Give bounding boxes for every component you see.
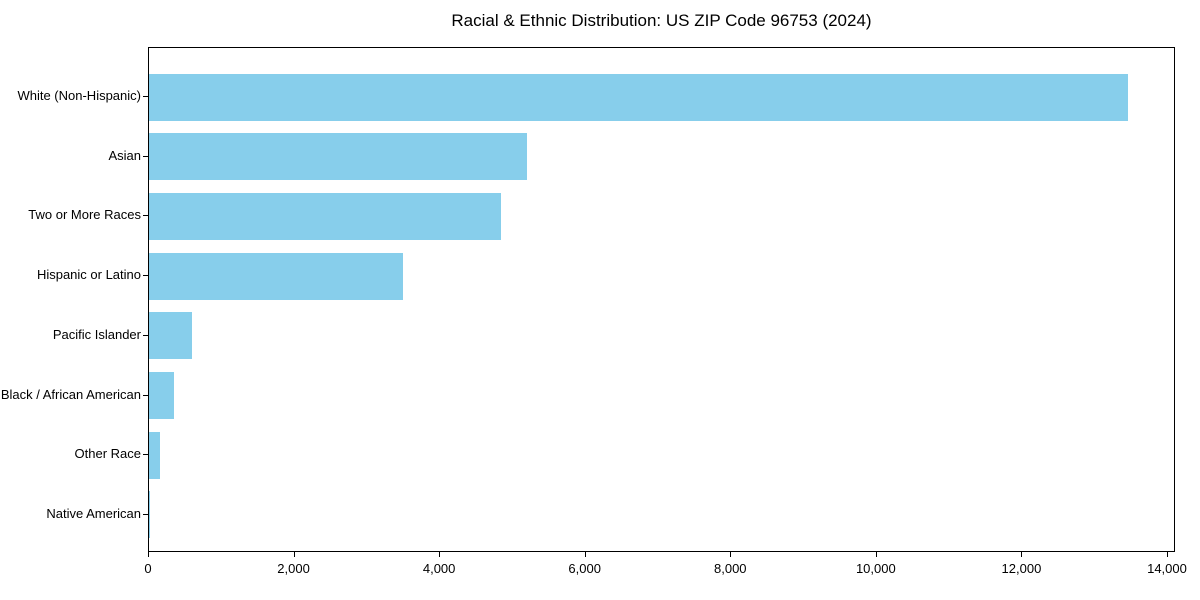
y-axis-tick bbox=[143, 454, 148, 456]
x-tick-label: 12,000 bbox=[1001, 561, 1042, 576]
x-tick-label: 14,000 bbox=[1147, 561, 1187, 576]
y-axis-tick bbox=[143, 334, 148, 336]
y-tick-label: Asian bbox=[108, 147, 141, 163]
y-axis-tick bbox=[143, 513, 148, 515]
chart-title: Racial & Ethnic Distribution: US ZIP Cod… bbox=[451, 11, 872, 30]
x-axis-tick bbox=[148, 552, 149, 557]
x-axis-tick bbox=[875, 552, 877, 557]
x-tick-label: 2,000 bbox=[277, 561, 310, 576]
bar bbox=[149, 312, 192, 360]
plot-area bbox=[148, 47, 1175, 552]
y-tick-label: Hispanic or Latino bbox=[36, 267, 141, 283]
x-axis-tick bbox=[1021, 552, 1023, 557]
y-tick-label: White (Non-Hispanic) bbox=[17, 88, 141, 103]
y-axis-tick bbox=[143, 155, 148, 157]
bar bbox=[149, 431, 160, 479]
y-axis-tick bbox=[143, 96, 148, 97]
x-tick-label: 6,000 bbox=[568, 561, 601, 576]
bar bbox=[149, 192, 502, 240]
y-axis-tick bbox=[143, 275, 148, 277]
y-tick-label: Native American bbox=[46, 505, 141, 521]
y-tick-label: Black / African American bbox=[0, 386, 141, 402]
y-axis-tick bbox=[143, 394, 148, 396]
bar bbox=[149, 372, 175, 420]
x-tick-label: 4,000 bbox=[422, 561, 456, 576]
x-axis-tick bbox=[1166, 552, 1168, 557]
y-tick-label: Pacific Islander bbox=[52, 326, 141, 342]
y-tick-label: Other Race bbox=[74, 446, 141, 462]
bar bbox=[149, 73, 1128, 121]
x-axis-tick bbox=[730, 552, 732, 557]
bar bbox=[149, 133, 528, 181]
x-axis-tick bbox=[584, 552, 586, 557]
x-tick-label: 8,000 bbox=[714, 561, 747, 576]
y-tick-label: Two or More Races bbox=[28, 207, 141, 223]
y-axis-tick bbox=[143, 215, 148, 217]
x-axis-tick bbox=[293, 552, 295, 557]
bar bbox=[149, 491, 151, 539]
x-axis-tick bbox=[439, 552, 441, 557]
x-tick-label: 0 bbox=[144, 561, 152, 576]
bar bbox=[149, 252, 404, 300]
x-tick-label: 10,000 bbox=[855, 561, 896, 576]
